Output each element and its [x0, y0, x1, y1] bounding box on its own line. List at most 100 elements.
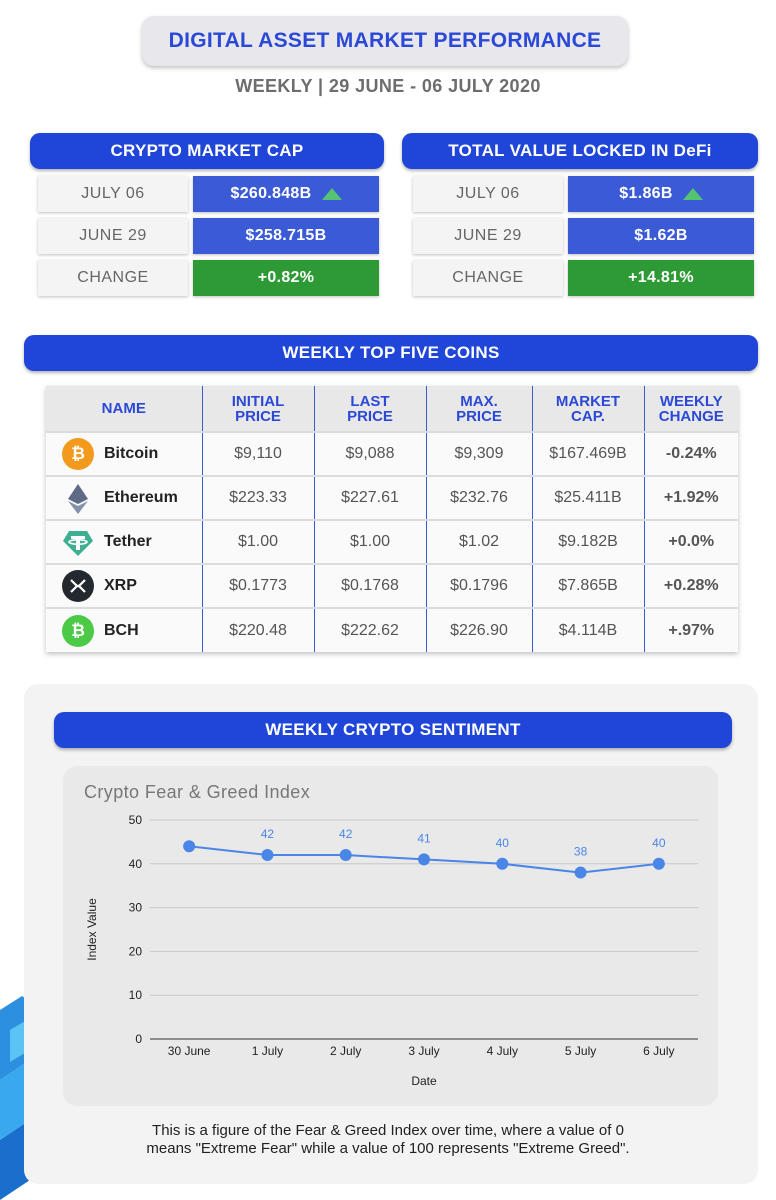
chart-caption: This is a figure of the Fear & Greed Ind… [0, 1122, 776, 1158]
market-cap-header: CRYPTO MARKET CAP [30, 133, 384, 169]
bitcoin-icon: ₿ [62, 438, 94, 470]
x-tick-label: 6 July [643, 1044, 674, 1058]
coins-table-header-row: NAME INITIAL PRICE LAST PRICE MAX. PRICE MA… [46, 386, 738, 432]
xrp-icon [62, 570, 94, 602]
col-initial-price: INITIAL PRICE [202, 386, 315, 432]
data-point [183, 840, 196, 853]
market-cap-value-previous: $258.715B [193, 218, 379, 254]
weekly-change: +1.92% [644, 475, 738, 520]
data-label: 40 [496, 836, 510, 850]
max-price: $226.90 [426, 607, 533, 652]
up-arrow-icon [682, 188, 703, 200]
defi-header: TOTAL VALUE LOCKED IN DeFi [402, 133, 758, 169]
x-axis-label: Date [411, 1074, 437, 1088]
page-subtitle: WEEKLY | 29 JUNE - 06 JULY 2020 [235, 76, 541, 96]
data-label: 42 [339, 827, 353, 841]
data-label: 42 [261, 827, 275, 841]
y-tick-label: 50 [129, 813, 143, 827]
y-tick-label: 30 [129, 901, 143, 915]
chart-title: Crypto Fear & Greed Index [84, 782, 311, 802]
market-cap-current-text: $260.848B [230, 185, 312, 202]
defi-value-current: $1.86B [568, 176, 754, 212]
coin-name-cell: Ethereum [46, 475, 203, 520]
coin-name-cell: Tether [46, 519, 203, 564]
data-label: 38 [574, 845, 588, 859]
coins-table: NAME INITIAL PRICE LAST PRICE MAX. PRICE MA… [46, 386, 738, 652]
market-cap: $9.182B [532, 519, 645, 564]
initial-price: $0.1773 [202, 563, 315, 608]
last-price: $9,088 [314, 431, 427, 476]
data-point [574, 866, 587, 879]
x-tick-label: 5 July [565, 1044, 596, 1058]
table-row: ₿ BCH $220.48 $222.62 $226.90 $4.114B +.9… [46, 607, 738, 652]
weekly-change: +.97% [644, 607, 738, 652]
last-price: $227.61 [314, 475, 427, 520]
weekly-change: -0.24% [644, 431, 738, 476]
x-tick-label: 3 July [408, 1044, 439, 1058]
data-point [652, 857, 665, 870]
x-tick-label: 4 July [487, 1044, 518, 1058]
initial-price: $9,110 [202, 431, 315, 476]
market-cap: $25.411B [532, 475, 645, 520]
coin-name-cell: XRP [46, 563, 203, 608]
data-point [339, 849, 352, 862]
max-price: $9,309 [426, 431, 533, 476]
table-row: ₿ Bitcoin $9,110 $9,088 $9,309 $167.469B … [46, 431, 738, 476]
defi-label-current: JULY 06 [413, 176, 563, 212]
table-row: XRP $0.1773 $0.1768 $0.1796 $7.865B +0.2… [46, 563, 738, 608]
tether-icon [62, 526, 94, 558]
max-price: $1.02 [426, 519, 533, 564]
data-point [418, 853, 430, 866]
y-axis-label: Index Value [85, 898, 99, 961]
caption-line-2: means "Extreme Fear" while a value of 10… [146, 1140, 630, 1157]
col-market-cap: MARKET CAP. [532, 386, 645, 432]
max-price: $0.1796 [426, 563, 533, 608]
weekly-change: +0.28% [644, 563, 738, 608]
last-price: $0.1768 [314, 563, 427, 608]
weekly-change: +0.0% [644, 519, 738, 564]
data-label: 41 [417, 831, 431, 845]
ethereum-icon [62, 482, 94, 514]
table-row: Tether $1.00 $1.00 $1.02 $9.182B +0.0% [46, 519, 738, 564]
max-price: $232.76 [426, 475, 533, 520]
data-point [496, 857, 509, 870]
market-cap: $167.469B [532, 431, 645, 476]
page-title: DIGITAL ASSET MARKET PERFORMANCE [142, 16, 628, 66]
defi-current-text: $1.86B [619, 185, 673, 202]
defi-label-previous: JUNE 29 [413, 218, 563, 254]
x-tick-label: 1 July [252, 1044, 283, 1058]
x-tick-label: 2 July [330, 1044, 361, 1058]
initial-price: $220.48 [202, 607, 315, 652]
x-tick-label: 30 June [168, 1044, 211, 1058]
chart-container [63, 766, 718, 1106]
col-max-price: MAX. PRICE [426, 386, 533, 432]
market-cap-label-change: CHANGE [38, 260, 188, 296]
market-cap-label-current: JULY 06 [38, 176, 188, 212]
y-tick-label: 0 [135, 1032, 142, 1046]
col-name: NAME [46, 386, 203, 432]
data-point [261, 849, 274, 862]
last-price: $222.62 [314, 607, 427, 652]
bch-icon: ₿ [62, 614, 94, 647]
defi-label-change: CHANGE [413, 260, 563, 296]
market-cap-value-current: $260.848B [193, 176, 379, 212]
coin-name-cell: ₿ BCH [46, 607, 203, 652]
data-label: 40 [652, 836, 666, 850]
sentiment-header: WEEKLY CRYPTO SENTIMENT [54, 712, 732, 748]
last-price: $1.00 [314, 519, 427, 564]
defi-value-previous: $1.62B [568, 218, 754, 254]
market-cap: $7.865B [532, 563, 645, 608]
y-tick-label: 40 [129, 857, 143, 871]
coin-name-cell: ₿ Bitcoin [46, 431, 203, 476]
initial-price: $1.00 [202, 519, 315, 564]
market-cap-label-previous: JUNE 29 [38, 218, 188, 254]
coins-header: WEEKLY TOP FIVE COINS [24, 335, 758, 371]
initial-price: $223.33 [202, 475, 315, 520]
caption-line-1: This is a figure of the Fear & Greed Ind… [152, 1122, 624, 1139]
table-row: Ethereum $223.33 $227.61 $232.76 $25.411… [46, 475, 738, 520]
decorative-cubes-graphic [0, 996, 30, 1200]
defi-value-change: +14.81% [568, 260, 754, 296]
col-last-price: LAST PRICE [314, 386, 427, 432]
market-cap-value-change: +0.82% [193, 260, 379, 296]
